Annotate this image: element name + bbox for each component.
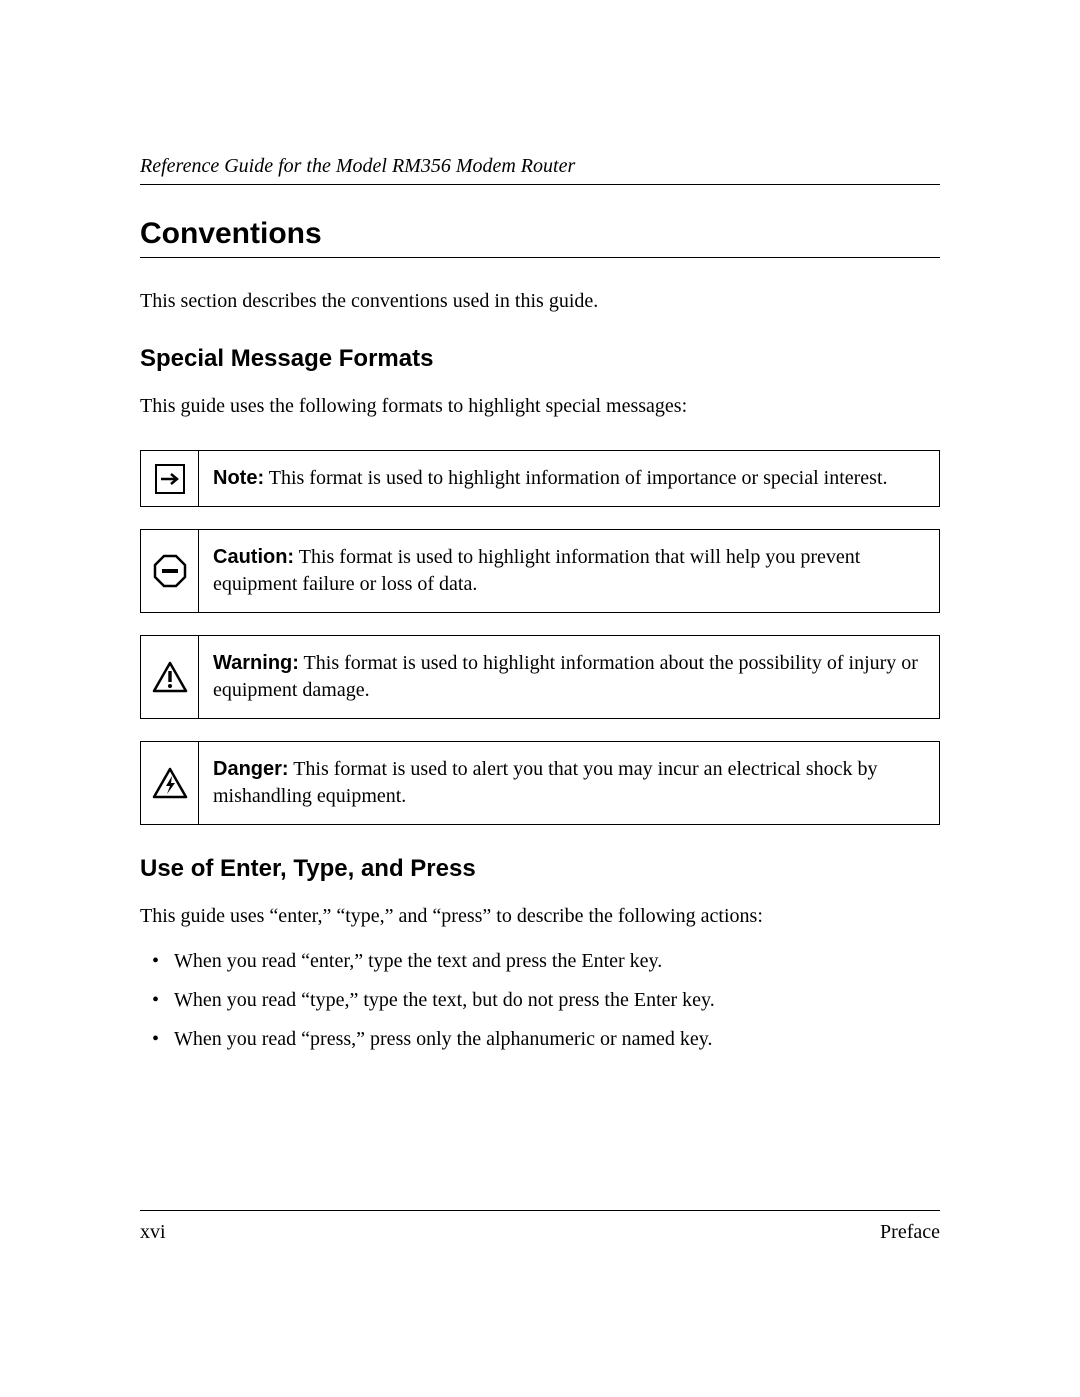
callout-warning: Warning: This format is used to highligh… xyxy=(140,635,940,719)
stop-icon xyxy=(153,554,187,588)
danger-bolt-icon xyxy=(152,767,188,799)
callout-note-body: This format is used to highlight informa… xyxy=(264,467,887,489)
section-intro: This section describes the conventions u… xyxy=(140,288,940,315)
page-content: Reference Guide for the Model RM356 Mode… xyxy=(140,155,940,1065)
callout-caution-text: Caution: This format is used to highligh… xyxy=(199,530,939,612)
list-item: When you read “press,” press only the al… xyxy=(140,1026,940,1053)
usage-intro: This guide uses “enter,” “type,” and “pr… xyxy=(140,903,940,930)
callout-note-label: Note: xyxy=(213,467,264,489)
callout-caution-label: Caution: xyxy=(213,546,294,568)
subheading-formats: Special Message Formats xyxy=(140,345,940,373)
callout-danger-text: Danger: This format is used to alert you… xyxy=(199,742,939,824)
arrow-right-icon xyxy=(155,464,185,494)
callout-danger: Danger: This format is used to alert you… xyxy=(140,741,940,825)
callout-caution-body: This format is used to highlight informa… xyxy=(213,546,860,595)
note-icon-cell xyxy=(141,451,199,506)
callout-warning-label: Warning: xyxy=(213,652,299,674)
danger-icon-cell xyxy=(141,742,199,824)
callout-danger-label: Danger: xyxy=(213,758,289,780)
formats-intro: This guide uses the following formats to… xyxy=(140,393,940,420)
warning-triangle-icon xyxy=(152,661,188,693)
page-footer: xvi Preface xyxy=(140,1210,940,1244)
list-item: When you read “type,” type the text, but… xyxy=(140,987,940,1014)
callout-warning-text: Warning: This format is used to highligh… xyxy=(199,636,939,718)
callout-caution: Caution: This format is used to highligh… xyxy=(140,529,940,613)
running-header: Reference Guide for the Model RM356 Mode… xyxy=(140,155,940,185)
callout-danger-body: This format is used to alert you that yo… xyxy=(213,758,878,807)
list-item: When you read “enter,” type the text and… xyxy=(140,948,940,975)
page-number: xvi xyxy=(140,1221,166,1244)
usage-list: When you read “enter,” type the text and… xyxy=(140,948,940,1053)
callout-warning-body: This format is used to highlight informa… xyxy=(213,652,918,701)
callout-note-text: Note: This format is used to highlight i… xyxy=(199,451,939,506)
subheading-usage: Use of Enter, Type, and Press xyxy=(140,855,940,883)
section-title: Conventions xyxy=(140,217,940,258)
warning-icon-cell xyxy=(141,636,199,718)
caution-icon-cell xyxy=(141,530,199,612)
callout-note: Note: This format is used to highlight i… xyxy=(140,450,940,507)
footer-section-label: Preface xyxy=(880,1221,940,1244)
